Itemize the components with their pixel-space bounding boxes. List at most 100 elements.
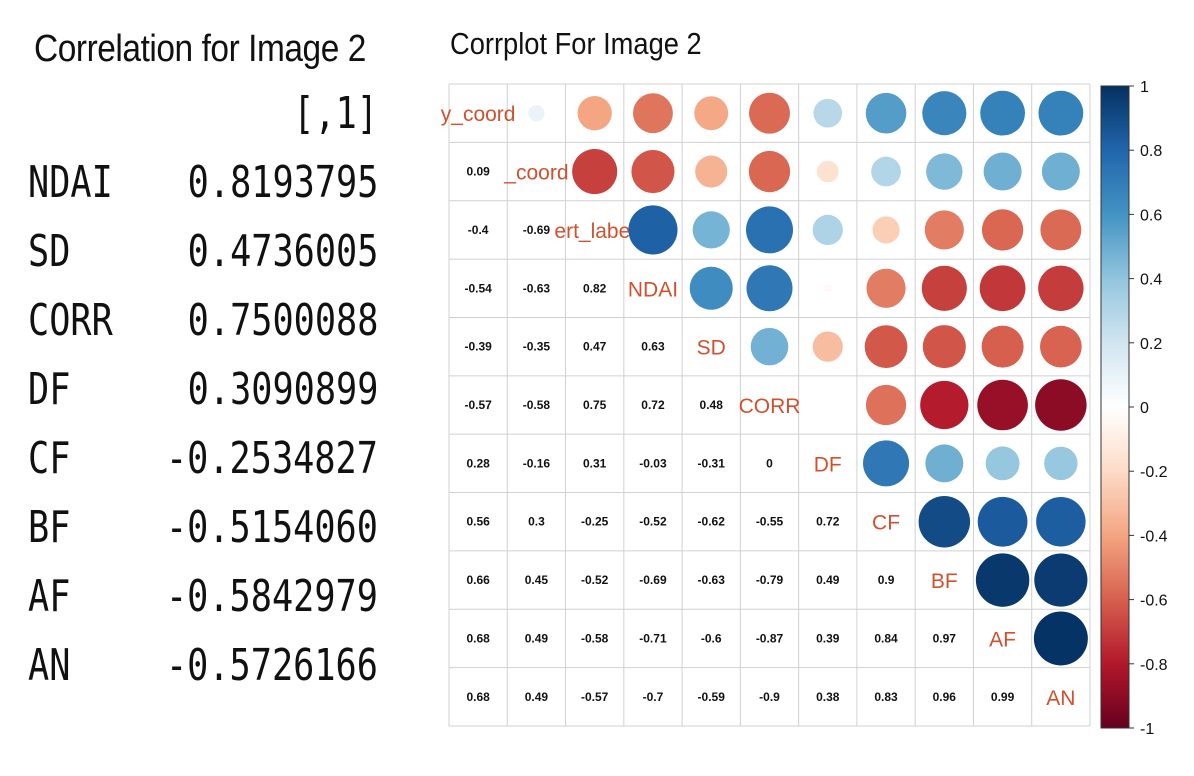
correlation-circle — [983, 152, 1022, 191]
correlation-circle — [1035, 379, 1087, 431]
correlation-circle — [631, 150, 675, 194]
correlation-value-label: -0.9 — [759, 690, 780, 704]
diagonal-label: NDAI — [628, 278, 678, 301]
colorbar-tick-label: 0.4 — [1140, 272, 1162, 289]
correlation-value-label: -0.58 — [523, 398, 551, 412]
correlation-circle — [863, 440, 910, 487]
correlation-circle — [1034, 553, 1088, 607]
correlation-value-label: 0.45 — [525, 573, 549, 587]
correlation-circle — [981, 209, 1024, 251]
correlation-value-label: -0.69 — [639, 573, 667, 587]
row-value: 0.3090899 — [187, 364, 378, 415]
diagonal-label: CF — [872, 512, 900, 535]
colorbar-tick-label: 0 — [1140, 400, 1149, 417]
correlation-value-label: 0 — [766, 456, 773, 470]
correlation-value-label: -0.87 — [756, 631, 784, 645]
correlation-value-label: 0.49 — [525, 631, 549, 645]
correlation-value-label: -0.54 — [464, 281, 492, 295]
correlation-circle — [694, 96, 729, 131]
correlation-value-label: -0.16 — [523, 456, 551, 470]
row-name: DF — [28, 364, 71, 415]
correlation-value-label: -0.35 — [523, 340, 551, 354]
correlation-value-label: 0.96 — [933, 690, 957, 704]
correlation-value-label: 0.82 — [583, 281, 607, 295]
correlation-value-label: -0.63 — [523, 281, 551, 295]
table-row: NDAI 0.8193795 — [28, 157, 388, 226]
diagonal-label: AN — [1046, 687, 1075, 710]
correlation-value-label: 0.38 — [816, 690, 840, 704]
correlation-value-label: 0.48 — [700, 398, 724, 412]
correlation-circle — [977, 379, 1028, 431]
correlation-value-label: 0.68 — [466, 690, 490, 704]
table-row: CF -0.2534827 — [28, 433, 388, 502]
correlation-circle — [977, 496, 1028, 547]
correlation-circle — [812, 331, 843, 362]
row-name: BF — [28, 502, 71, 553]
correlation-value-label: -0.55 — [756, 515, 784, 529]
table-row: DF 0.3090899 — [28, 364, 388, 433]
correlation-value-label: -0.39 — [464, 340, 492, 354]
correlation-circle — [1041, 152, 1080, 191]
correlation-circle — [628, 205, 678, 255]
correlation-value-label: -0.7 — [643, 690, 664, 704]
table-row: AF -0.5842979 — [28, 571, 388, 640]
correlation-circle — [1040, 209, 1082, 251]
correlation-circle — [745, 206, 794, 254]
correlation-circle — [746, 265, 793, 312]
correlation-value-label: -0.69 — [523, 223, 551, 237]
correlation-value-label: -0.59 — [698, 690, 726, 704]
diagonal-label: BF — [931, 570, 958, 593]
correlation-circle — [1040, 325, 1082, 368]
row-value: 0.7500088 — [187, 295, 378, 346]
colorbar-tick-label: 0.8 — [1140, 143, 1162, 160]
correlation-value-label: 0.83 — [874, 690, 898, 704]
correlation-circle — [872, 216, 900, 244]
correlation-circle — [865, 92, 907, 134]
correlation-circle — [1038, 265, 1084, 311]
correlation-value-label: 0.63 — [641, 340, 665, 354]
correlation-value-label: -0.62 — [698, 515, 726, 529]
row-value: -0.5154060 — [166, 502, 378, 553]
correlation-value-label: 0.56 — [466, 515, 490, 529]
left-panel-title: Correlation for Image 2 — [34, 28, 366, 70]
correlation-value-label: 0.75 — [583, 398, 607, 412]
colorbar-tick-label: 1 — [1140, 79, 1149, 96]
colorbar-tick-label: -0.2 — [1140, 464, 1168, 481]
correlation-value-label: -0.63 — [698, 573, 726, 587]
row-value: 0.8193795 — [187, 157, 378, 208]
correlation-value-label: 0.47 — [583, 340, 607, 354]
correlation-circle — [979, 265, 1026, 312]
diagonal-label: SD — [697, 337, 726, 360]
correlation-circle — [1038, 90, 1084, 136]
diagonal-label: CORR — [739, 395, 801, 418]
column-header: [,1] — [293, 88, 378, 139]
correlation-circle — [749, 92, 790, 134]
colorbar-tick-label: -0.8 — [1140, 657, 1168, 674]
correlation-value-label: 0.97 — [933, 631, 957, 645]
correlation-value-label: 0.39 — [816, 631, 840, 645]
correlation-value-label: 0.49 — [816, 573, 840, 587]
correlation-circle — [577, 96, 612, 131]
correlation-value-label: 0.84 — [874, 631, 898, 645]
diagonal-label: AF — [989, 628, 1016, 651]
row-name: CF — [28, 433, 71, 484]
correlation-value-label: -0.25 — [581, 515, 609, 529]
table-row: AN -0.5726166 — [28, 640, 388, 709]
table-header-row: [,1] — [28, 88, 388, 157]
correlation-circle — [865, 384, 907, 426]
row-value: -0.5842979 — [166, 571, 378, 622]
correlation-value-label: 0.72 — [816, 515, 840, 529]
colorbar-tick-label: 0.6 — [1140, 207, 1162, 224]
correlation-circle — [816, 160, 839, 183]
diagonal-label: y_coord — [441, 103, 516, 126]
colorbar — [1100, 85, 1130, 729]
correlation-circle — [1036, 497, 1086, 547]
correlation-circle — [695, 155, 728, 188]
correlation-value-label: 0.66 — [466, 573, 490, 587]
diagonal-label: DF — [814, 453, 842, 476]
correlation-circle — [812, 214, 843, 246]
correlation-circle — [921, 265, 967, 311]
colorbar-tick-label: -0.6 — [1140, 593, 1168, 610]
table-row: CORR 0.7500088 — [28, 295, 388, 364]
